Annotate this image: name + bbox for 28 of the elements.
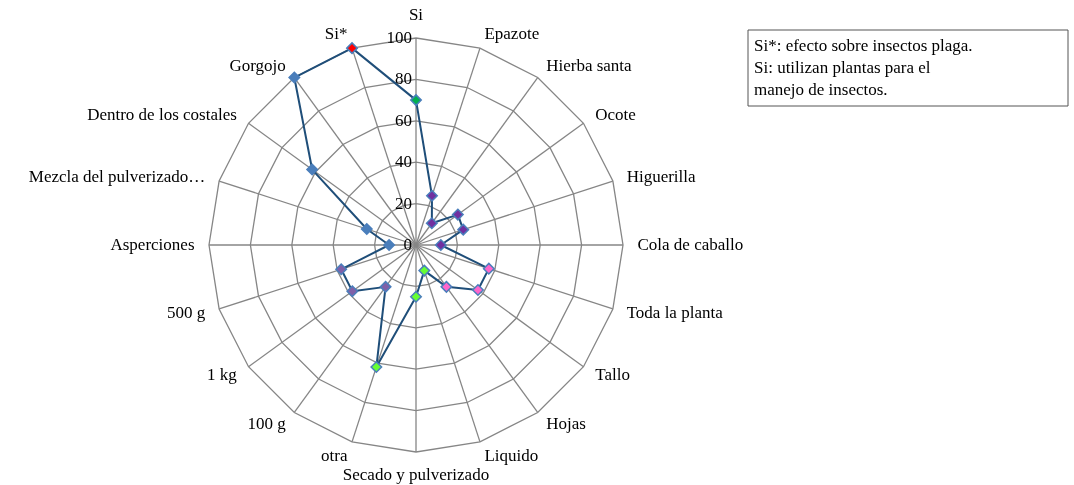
y-tick-label: 80: [395, 69, 412, 89]
spoke-label: otra: [321, 445, 348, 465]
spoke-label: 1 kg: [207, 365, 238, 385]
spoke-label: Si: [408, 5, 424, 25]
spoke-label: Epazote: [484, 24, 540, 44]
spoke-label: Dentro de los costales: [87, 104, 237, 124]
y-tick-label: 0: [403, 235, 412, 254]
spoke-label: Secado y pulverizado: [342, 464, 490, 484]
text: Si*: efecto sobre insectos plaga.: [754, 36, 973, 55]
spoke-label: Liquido: [484, 445, 539, 465]
spoke-label: 500 g: [167, 303, 206, 323]
spoke-label: Tallo: [595, 365, 630, 385]
spoke-label: Si*: [324, 24, 348, 44]
text: Si: utilizan plantas para el manejo de insectos.: [754, 58, 931, 99]
spoke-label: Gorgojo: [229, 55, 286, 75]
spoke-label: Higuerilla: [626, 166, 697, 186]
spoke-label: Ocote: [595, 104, 636, 124]
spoke-label: 100 g: [247, 414, 287, 434]
y-tick-label: 20: [395, 193, 412, 213]
spoke-label: Toda la planta: [626, 303, 724, 323]
spoke-label: Hierba santa: [546, 55, 633, 75]
spoke-label: Cola de caballo: [637, 235, 744, 254]
spoke-label: Hojas: [546, 414, 586, 434]
spoke-label: Mezcla del pulverizado…: [28, 166, 206, 186]
y-tick-label: 60: [395, 110, 412, 130]
y-tick-label: 100: [386, 28, 412, 47]
spoke-label: Asperciones: [110, 235, 195, 254]
y-tick-label: 40: [395, 152, 412, 172]
